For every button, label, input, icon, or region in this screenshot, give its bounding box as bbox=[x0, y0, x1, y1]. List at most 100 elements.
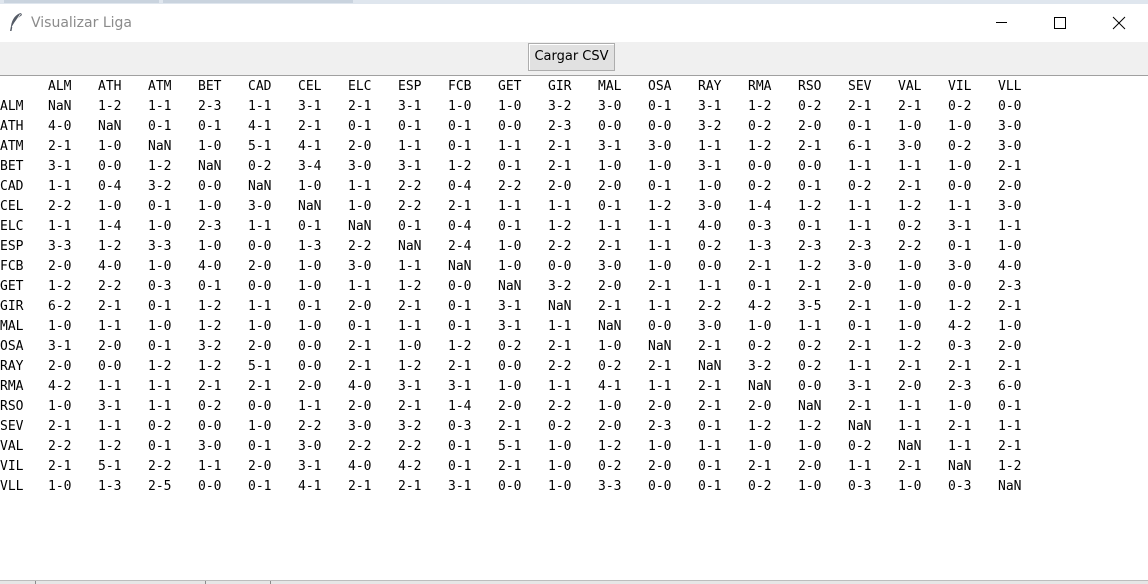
column-header: RMA bbox=[748, 79, 772, 94]
result-cell: 4-0 bbox=[198, 259, 222, 274]
toolbar: Cargar CSV bbox=[0, 42, 1148, 76]
result-cell: 2-1 bbox=[48, 139, 72, 154]
result-cell: 0-0 bbox=[648, 319, 672, 334]
result-cell: 1-1 bbox=[248, 299, 272, 314]
result-cell: 3-1 bbox=[398, 379, 422, 394]
result-cell: 3-1 bbox=[498, 299, 522, 314]
result-cell: 1-0 bbox=[548, 459, 572, 474]
row-header: CAD bbox=[0, 179, 24, 194]
result-cell: 2-2 bbox=[148, 459, 172, 474]
result-cell: 0-1 bbox=[798, 219, 822, 234]
result-cell: 1-2 bbox=[198, 359, 222, 374]
result-cell: 3-0 bbox=[598, 99, 622, 114]
result-cell: 2-1 bbox=[698, 399, 722, 414]
result-cell: 6-2 bbox=[48, 299, 72, 314]
result-cell: 1-0 bbox=[598, 159, 622, 174]
result-cell: 0-0 bbox=[248, 399, 272, 414]
result-cell: 1-1 bbox=[948, 439, 972, 454]
result-cell: 3-0 bbox=[948, 259, 972, 274]
result-cell: NaN bbox=[548, 299, 572, 314]
result-cell: 1-4 bbox=[748, 199, 772, 214]
result-cell: 3-0 bbox=[998, 119, 1022, 134]
result-cell: 0-1 bbox=[698, 419, 722, 434]
title-bar[interactable]: Visualizar Liga bbox=[0, 4, 1148, 42]
row-header: RSO bbox=[0, 399, 24, 414]
result-cell: 1-2 bbox=[148, 159, 172, 174]
result-cell: 2-1 bbox=[798, 139, 822, 154]
result-cell: 0-0 bbox=[448, 279, 472, 294]
result-cell: 3-0 bbox=[998, 139, 1022, 154]
result-cell: 1-0 bbox=[598, 399, 622, 414]
result-cell: 1-0 bbox=[498, 259, 522, 274]
result-cell: 1-1 bbox=[598, 219, 622, 234]
result-cell: 4-0 bbox=[348, 459, 372, 474]
result-cell: 2-1 bbox=[48, 459, 72, 474]
result-cell: 2-1 bbox=[598, 239, 622, 254]
result-cell: 2-1 bbox=[748, 259, 772, 274]
result-cell: 1-1 bbox=[648, 379, 672, 394]
maximize-button[interactable] bbox=[1031, 4, 1089, 42]
row-header: ALM bbox=[0, 99, 24, 114]
result-cell: 1-0 bbox=[198, 199, 222, 214]
result-cell: 3-2 bbox=[698, 119, 722, 134]
result-cell: 0-1 bbox=[398, 219, 422, 234]
column-header: ATM bbox=[148, 79, 172, 94]
result-cell: 0-2 bbox=[848, 439, 872, 454]
result-cell: 1-1 bbox=[698, 439, 722, 454]
close-button[interactable] bbox=[1090, 4, 1148, 42]
result-cell: 1-0 bbox=[298, 259, 322, 274]
result-cell: 2-1 bbox=[998, 299, 1022, 314]
result-cell: 3-1 bbox=[698, 159, 722, 174]
result-cell: 0-1 bbox=[448, 439, 472, 454]
result-cell: 3-0 bbox=[598, 259, 622, 274]
result-cell: 0-1 bbox=[248, 439, 272, 454]
result-cell: 1-0 bbox=[98, 139, 122, 154]
column-header: VIL bbox=[948, 79, 972, 94]
result-cell: 2-0 bbox=[648, 399, 672, 414]
window-title: Visualizar Liga bbox=[31, 15, 132, 31]
result-cell: NaN bbox=[748, 379, 772, 394]
result-cell: 2-1 bbox=[948, 359, 972, 374]
status-divider bbox=[35, 581, 36, 584]
result-cell: 0-3 bbox=[948, 339, 972, 354]
result-cell: 2-1 bbox=[198, 379, 222, 394]
column-header: BET bbox=[198, 79, 222, 94]
result-cell: 4-0 bbox=[48, 119, 72, 134]
result-cell: 3-2 bbox=[198, 339, 222, 354]
result-cell: 2-0 bbox=[348, 399, 372, 414]
result-cell: 0-2 bbox=[798, 359, 822, 374]
row-header: ELC bbox=[0, 219, 24, 234]
result-cell: 0-0 bbox=[498, 359, 522, 374]
result-cell: 2-0 bbox=[298, 379, 322, 394]
result-cell: 3-1 bbox=[398, 99, 422, 114]
result-cell: NaN bbox=[498, 279, 522, 294]
row-header: VAL bbox=[0, 439, 24, 454]
result-cell: 1-2 bbox=[748, 99, 772, 114]
result-cell: 2-1 bbox=[698, 339, 722, 354]
result-cell: 0-1 bbox=[648, 99, 672, 114]
result-cell: 0-4 bbox=[98, 179, 122, 194]
result-cell: 4-2 bbox=[48, 379, 72, 394]
result-cell: 0-0 bbox=[798, 379, 822, 394]
row-header: OSA bbox=[0, 339, 24, 354]
result-cell: 0-3 bbox=[948, 479, 972, 494]
result-cell: 1-2 bbox=[48, 279, 72, 294]
result-cell: 2-2 bbox=[398, 199, 422, 214]
result-cell: 1-1 bbox=[898, 399, 922, 414]
result-cell: 2-2 bbox=[48, 199, 72, 214]
load-csv-button[interactable]: Cargar CSV bbox=[528, 43, 615, 71]
minimize-button[interactable] bbox=[972, 4, 1030, 42]
result-cell: 0-0 bbox=[748, 159, 772, 174]
result-cell: 0-1 bbox=[348, 319, 372, 334]
result-cell: 1-2 bbox=[748, 139, 772, 154]
result-cell: 1-0 bbox=[798, 479, 822, 494]
result-cell: 0-1 bbox=[248, 479, 272, 494]
column-header: CAD bbox=[248, 79, 272, 94]
result-cell: 0-1 bbox=[148, 199, 172, 214]
result-cell: 1-1 bbox=[148, 99, 172, 114]
result-cell: 1-0 bbox=[648, 259, 672, 274]
result-cell: 3-3 bbox=[598, 479, 622, 494]
result-cell: 2-1 bbox=[448, 199, 472, 214]
result-cell: 3-2 bbox=[548, 99, 572, 114]
result-cell: NaN bbox=[198, 159, 222, 174]
